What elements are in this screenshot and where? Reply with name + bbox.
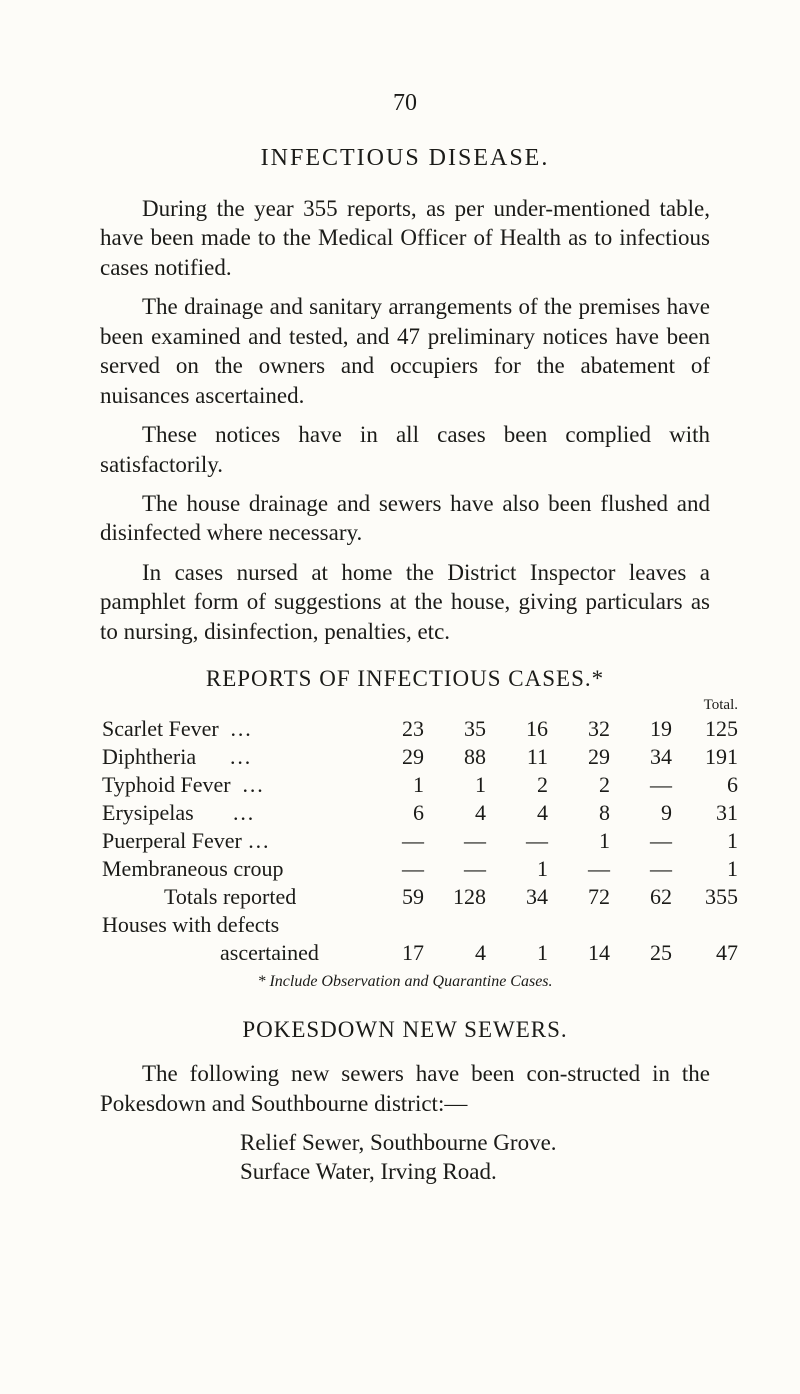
row-label: Diphtheria	[102, 744, 196, 769]
total-header: Total.	[674, 696, 740, 715]
dots: …	[230, 716, 254, 741]
cell: 29	[550, 743, 612, 771]
paragraph-1: During the year 355 reports, as per unde…	[100, 194, 710, 282]
paragraph-4: The house drainage and sewers have also …	[100, 489, 710, 548]
cell: —	[612, 827, 674, 855]
cell: —	[612, 855, 674, 883]
cell: 34	[488, 883, 550, 911]
dots: …	[229, 744, 253, 769]
sewer-line-1: Relief Sewer, Southbourne Grove.	[100, 1128, 710, 1157]
cell: 59	[364, 883, 426, 911]
cell: 14	[550, 939, 612, 967]
row-label: Erysipelas	[102, 800, 194, 825]
cell: —	[488, 827, 550, 855]
cell: 4	[488, 799, 550, 827]
cell: 25	[612, 939, 674, 967]
cell: 72	[550, 883, 612, 911]
paragraph-3: These notices have in all cases been com…	[100, 420, 710, 479]
row-total: 1	[674, 855, 740, 883]
cell: —	[364, 855, 426, 883]
dots: …	[247, 828, 271, 853]
cell: 29	[364, 743, 426, 771]
cell: 6	[364, 799, 426, 827]
sewers-para: The following new sewers have been con-s…	[100, 1059, 710, 1118]
cell: —	[364, 827, 426, 855]
cell: —	[612, 771, 674, 799]
section-title: INFECTIOUS DISEASE.	[100, 145, 710, 172]
cell: 1	[550, 827, 612, 855]
table-row: Puerperal Fever … — — — 1 — 1	[100, 827, 740, 855]
footnote: * Include Observation and Quarantine Cas…	[100, 973, 710, 991]
row-label: Totals reported	[164, 884, 296, 909]
row-total: 31	[674, 799, 740, 827]
reports-heading: REPORTS OF INFECTIOUS CASES.*	[100, 666, 710, 692]
sewers-heading: POKESDOWN NEW SEWERS.	[100, 1017, 710, 1043]
table-row: Scarlet Fever … 23 35 16 32 19 125	[100, 715, 740, 743]
page-number: 70	[100, 90, 710, 117]
cell: 4	[426, 939, 488, 967]
sewer-line-2: Surface Water, Irving Road.	[100, 1157, 710, 1186]
cell: 2	[550, 771, 612, 799]
cell: 128	[426, 883, 488, 911]
table-row: Membraneous croup — — 1 — — 1	[100, 855, 740, 883]
table-row: Erysipelas … 6 4 4 8 9 31	[100, 799, 740, 827]
table-row: Diphtheria … 29 88 11 29 34 191	[100, 743, 740, 771]
cell: 35	[426, 715, 488, 743]
row-label: Scarlet Fever	[102, 716, 219, 741]
cell: 17	[364, 939, 426, 967]
totals-row: Totals reported 59 128 34 72 62 355	[100, 883, 740, 911]
row-label: Houses with defects	[102, 912, 279, 937]
table-row: Typhoid Fever … 1 1 2 2 — 6	[100, 771, 740, 799]
row-total: 355	[674, 883, 740, 911]
cell: 16	[488, 715, 550, 743]
row-label: ascertained	[220, 940, 319, 965]
row-label: Typhoid Fever	[102, 772, 231, 797]
row-total: 125	[674, 715, 740, 743]
cell: 1	[426, 771, 488, 799]
row-total: 6	[674, 771, 740, 799]
cell: 88	[426, 743, 488, 771]
houses-label-row: Houses with defects	[100, 911, 740, 939]
row-label: Membraneous croup	[102, 856, 283, 881]
cell: 8	[550, 799, 612, 827]
table-header-row: Total.	[100, 696, 740, 715]
ascertained-row: ascertained 17 4 1 14 25 47	[100, 939, 740, 967]
row-total: 191	[674, 743, 740, 771]
page: 70 INFECTIOUS DISEASE. During the year 3…	[0, 0, 800, 1394]
cell: —	[426, 855, 488, 883]
cell: —	[426, 827, 488, 855]
cell: 9	[612, 799, 674, 827]
cell: 19	[612, 715, 674, 743]
row-total: 47	[674, 939, 740, 967]
dots: …	[232, 800, 256, 825]
reports-table: Total. Scarlet Fever … 23 35 16 32 19 12…	[100, 696, 710, 967]
paragraph-2: The drainage and sanitary arrangements o…	[100, 292, 710, 410]
row-label: Puerperal Fever	[102, 828, 242, 853]
cell: 1	[488, 855, 550, 883]
dots: …	[242, 772, 266, 797]
cell: 32	[550, 715, 612, 743]
cell: 4	[426, 799, 488, 827]
cell: 34	[612, 743, 674, 771]
cell: 1	[364, 771, 426, 799]
cell: 11	[488, 743, 550, 771]
row-total: 1	[674, 827, 740, 855]
cell: 23	[364, 715, 426, 743]
cell: 62	[612, 883, 674, 911]
cell: 1	[488, 939, 550, 967]
paragraph-5: In cases nursed at home the District Ins…	[100, 558, 710, 646]
cell: 2	[488, 771, 550, 799]
cell: —	[550, 855, 612, 883]
